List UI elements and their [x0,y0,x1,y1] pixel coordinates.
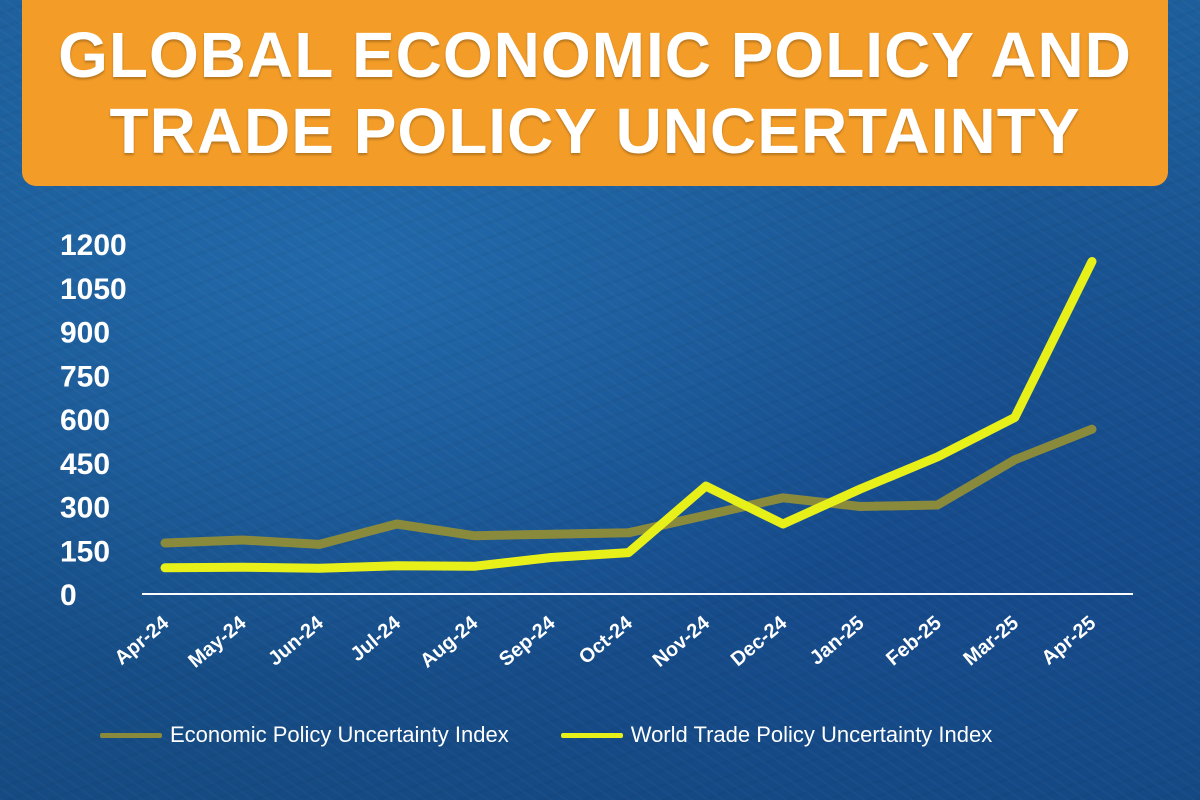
x-tick-label: Apr-24 [111,611,174,669]
series-line-trade [160,257,1097,573]
legend-item-trade: World Trade Policy Uncertainty Index [560,722,993,748]
legend-label-economic: Economic Policy Uncertainty Index [170,722,509,747]
chart-title-line-1: GLOBAL ECONOMIC POLICY AND [58,19,1132,91]
title-banner: GLOBAL ECONOMIC POLICY AND TRADE POLICY … [22,0,1168,186]
x-axis: Apr-24 May-24 Jun-24 Jul-24 Aug-24 Sep-24 Oct-… [111,593,1133,672]
y-tick-label: 0 [60,579,77,612]
x-tick-label: Jun-24 [264,611,328,670]
x-tick-label: May-24 [184,611,251,672]
legend: Economic Policy Uncertainty Index World … [100,722,1044,748]
legend-label-trade: World Trade Policy Uncertainty Index [630,722,993,747]
x-tick-label: Aug-24 [416,611,483,672]
x-tick-label: Jul-24 [347,611,406,666]
legend-swatch-economic [100,732,162,738]
legend-swatch-trade [560,732,623,738]
y-tick-label: 450 [60,448,110,481]
x-tick-label: Apr-25 [1038,612,1101,670]
chart-title-line-2: TRADE POLICY UNCERTAINTY [109,95,1081,167]
series-lines [160,257,1097,573]
y-tick-label: 600 [60,404,110,437]
y-tick-label: 750 [60,360,110,393]
x-tick-label: Oct-24 [575,611,637,668]
x-tick-label: Jan-25 [806,612,869,670]
x-tick-label: Dec-24 [727,611,792,671]
y-tick-label: 1050 [60,273,127,306]
y-tick-label: 150 [60,535,110,568]
legend-item-economic: Economic Policy Uncertainty Index [100,722,509,748]
y-tick-label: 900 [60,317,110,350]
x-tick-label: Mar-25 [959,612,1023,670]
y-tick-label: 300 [60,492,110,525]
x-tick-label: Sep-24 [495,611,560,671]
x-tick-label: Feb-25 [882,612,946,670]
y-tick-label: 1200 [60,229,127,262]
y-axis: 0 150 300 450 600 750 900 1050 1200 [60,229,127,612]
x-tick-label: Nov-24 [649,611,715,671]
